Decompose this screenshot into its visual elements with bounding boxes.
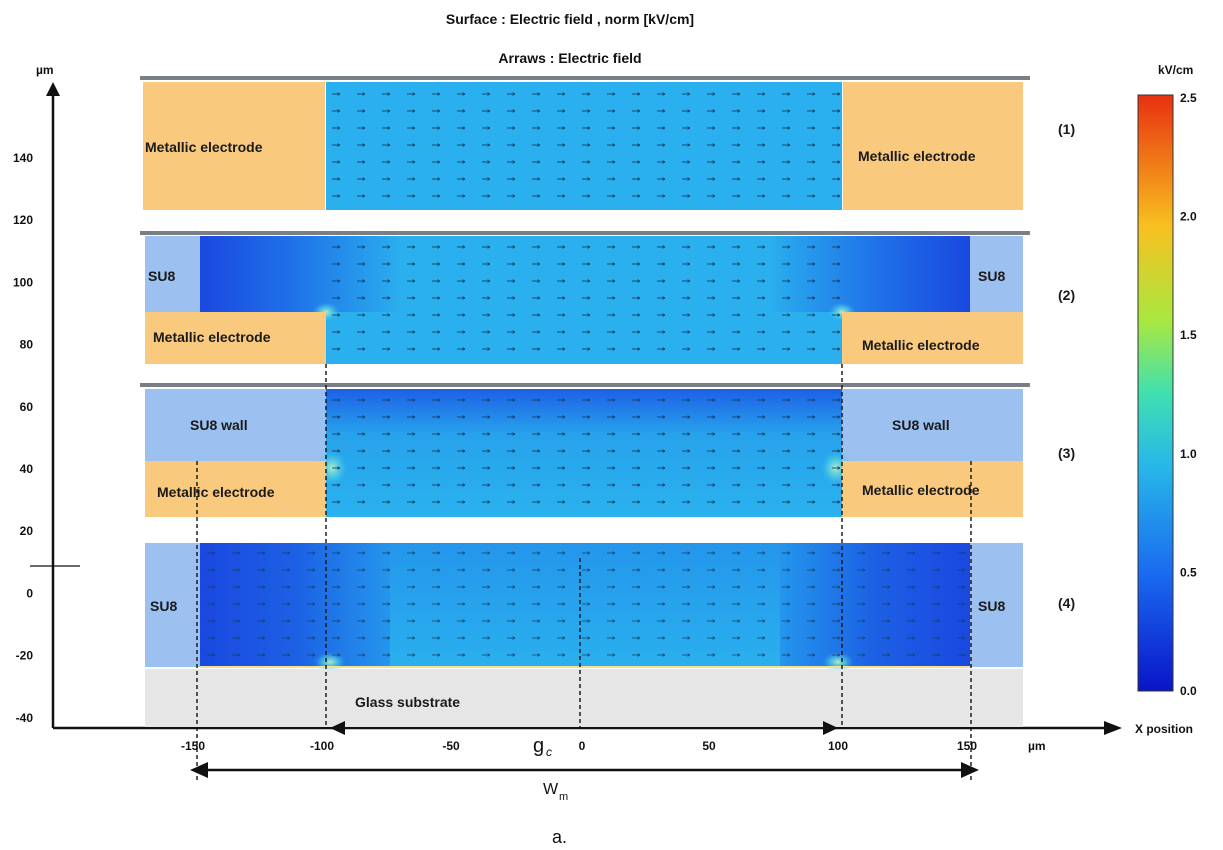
colorbar-unit: kV/cm bbox=[1158, 63, 1193, 77]
panel-2-left-su8 bbox=[145, 236, 200, 312]
figure-caption: a. bbox=[552, 827, 567, 847]
colorbar-tick-label: 2.5 bbox=[1180, 91, 1197, 105]
width-arrow-right-icon bbox=[961, 762, 979, 778]
x-tick-label: -100 bbox=[310, 739, 334, 753]
width-arrow-left-icon bbox=[190, 762, 208, 778]
x-tick-label: -50 bbox=[442, 739, 460, 753]
y-tick-label: 20 bbox=[20, 524, 34, 538]
panel-2-left-electrode bbox=[145, 312, 326, 364]
panel-2-left-su8-label: SU8 bbox=[148, 268, 175, 284]
y-tick-label: -40 bbox=[16, 711, 34, 725]
panel-3-id: (3) bbox=[1058, 445, 1075, 461]
panel-1-left-electrode-label: Metallic electrode bbox=[145, 139, 263, 155]
x-tick-label: 150 bbox=[957, 739, 977, 753]
y-axis-unit: µm bbox=[36, 63, 54, 77]
x-tick-label: 100 bbox=[828, 739, 848, 753]
panel-3-left-electrode bbox=[145, 461, 326, 517]
x-tick-label: 0 bbox=[579, 739, 586, 753]
x-axis-arrow-icon bbox=[1104, 721, 1122, 735]
panel-1-right-electrode bbox=[843, 82, 1023, 210]
panel-1-id: (1) bbox=[1058, 121, 1075, 137]
panel-2: SU8 SU8 Metallic electrode Metallic elec… bbox=[140, 231, 1075, 364]
figure-title: Surface : Electric field , norm [kV/cm] bbox=[446, 11, 694, 27]
panel-3-left-su8-wall-label: SU8 wall bbox=[190, 417, 248, 433]
panel-3-right-su8-wall-label: SU8 wall bbox=[892, 417, 950, 433]
colorbar-tick-label: 0.0 bbox=[1180, 684, 1197, 698]
panel-3-right-electrode bbox=[842, 461, 1023, 517]
gap-arrow-right-icon bbox=[823, 721, 838, 735]
y-tick-label: 80 bbox=[20, 338, 34, 352]
panel-4: SU8 SU8 Glass substrate (4) bbox=[145, 543, 1075, 727]
y-tick-label: 100 bbox=[13, 275, 33, 289]
colorbar-tick-label: 0.5 bbox=[1180, 565, 1197, 579]
panel-3-left-su8-wall bbox=[145, 389, 326, 461]
x-axis-ticks: -150 -100 -50 0 50 100 150 bbox=[181, 739, 977, 753]
panel-2-right-su8-label: SU8 bbox=[978, 268, 1005, 284]
panel-4-right-su8-label: SU8 bbox=[978, 598, 1005, 614]
y-tick-label: 40 bbox=[20, 462, 34, 476]
x-tick-label: -150 bbox=[181, 739, 205, 753]
panel-2-right-electrode-label: Metallic electrode bbox=[862, 337, 980, 353]
panel-2-field-arrows bbox=[326, 236, 842, 364]
panel-4-left-su8-label: SU8 bbox=[150, 598, 177, 614]
y-tick-label: 0 bbox=[26, 586, 33, 600]
panel-1-right-electrode-label: Metallic electrode bbox=[858, 148, 976, 164]
y-axis-ticks: 140 120 100 80 60 40 20 0 -20 -40 bbox=[13, 151, 33, 725]
x-axis-unit: µm bbox=[1028, 739, 1046, 753]
panel-1: Metallic electrode Metallic electrode (1… bbox=[140, 76, 1075, 210]
width-label-subscript: m bbox=[559, 791, 568, 803]
y-tick-label: 140 bbox=[13, 151, 33, 165]
panel-4-glass-substrate bbox=[145, 669, 1023, 727]
panel-1-field-arrows bbox=[326, 82, 842, 210]
y-tick-label: -20 bbox=[16, 649, 34, 663]
colorbar-gradient bbox=[1137, 94, 1174, 692]
colorbar: kV/cm 2.5 2.0 1.5 1.0 0.5 0.0 bbox=[1137, 63, 1197, 698]
x-tick-label: 50 bbox=[702, 739, 716, 753]
panel-2-id: (2) bbox=[1058, 287, 1075, 303]
gap-arrow-left-icon bbox=[330, 721, 345, 735]
width-label: W bbox=[543, 781, 559, 798]
panel-3-left-electrode-label: Metallic electrode bbox=[157, 484, 275, 500]
figure-subtitle: Arraws : Electric field bbox=[498, 50, 641, 66]
panel-2-right-su8 bbox=[970, 236, 1023, 312]
panel-4-id: (4) bbox=[1058, 595, 1075, 611]
glass-substrate-label: Glass substrate bbox=[355, 694, 460, 710]
gap-label: g bbox=[533, 735, 544, 757]
panel-3-right-su8-wall bbox=[842, 389, 1023, 461]
y-tick-label: 120 bbox=[13, 213, 33, 227]
colorbar-tick-label: 1.0 bbox=[1180, 447, 1197, 461]
guide-lines bbox=[196, 364, 972, 780]
panel-4-right-su8 bbox=[970, 543, 1023, 667]
panel-4-left-su8 bbox=[145, 543, 200, 667]
y-tick-label: 60 bbox=[20, 400, 34, 414]
y-axis-arrow-icon bbox=[46, 82, 60, 96]
gap-label-subscript: c bbox=[546, 745, 552, 759]
x-axis-label: X position bbox=[1135, 722, 1193, 736]
panel-1-left-electrode bbox=[143, 82, 325, 210]
panel-3-right-electrode-label: Metallic electrode bbox=[862, 482, 980, 498]
panel-2-left-electrode-label: Metallic electrode bbox=[153, 329, 271, 345]
panel-3: SU8 wall SU8 wall Metallic electrode Met… bbox=[140, 383, 1075, 517]
colorbar-tick-label: 1.5 bbox=[1180, 328, 1197, 342]
panel-3-field-arrows bbox=[326, 389, 842, 517]
colorbar-tick-label: 2.0 bbox=[1180, 210, 1197, 224]
panel-2-right-electrode bbox=[842, 312, 1023, 364]
panel-4-field-arrows bbox=[200, 543, 970, 667]
colorbar-ticks: 2.5 2.0 1.5 1.0 0.5 0.0 bbox=[1180, 91, 1197, 698]
